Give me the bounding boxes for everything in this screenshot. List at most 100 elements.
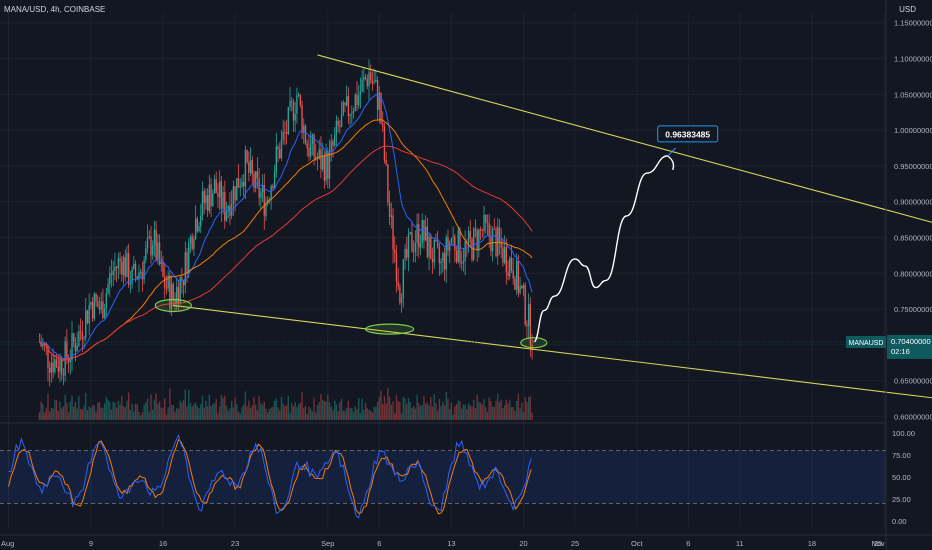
candle-body [323,155,326,181]
candle-body [287,106,290,134]
volume-bar [330,406,332,420]
volume-bar [340,399,343,420]
date-axis-tick: 23 [231,539,239,548]
stochastic-axis-tick: 50.00 [892,473,911,482]
volume-bar [85,392,87,420]
volume-bar [309,408,312,420]
candle-body [260,192,262,198]
volume-bar [301,391,303,420]
candle-body [412,251,415,253]
volume-bar [349,408,351,420]
volume-bar [115,407,118,420]
candle-body [95,293,97,302]
candle-body [150,236,152,256]
candle-body [347,96,350,117]
candle-body [164,276,166,288]
candle-body [292,101,295,121]
candle-body [224,192,226,221]
chart-title: MANA/USD, 4h, COINBASE [4,5,106,14]
candle-body [404,248,406,260]
volume-bar [109,402,111,420]
volume-bar [387,387,389,420]
date-axis-tick: 6 [686,539,690,548]
volume-bar [345,407,348,420]
volume-bar [220,394,223,420]
candle-body [327,151,329,179]
volume-bar [241,407,243,420]
candle-body [524,285,526,325]
candle-body [200,215,202,227]
candle-body [349,114,351,117]
volume-bar [485,407,487,420]
volume-bar [203,407,205,420]
volume-bar [323,400,326,420]
volume-bar [162,407,164,420]
candle-body [522,285,525,289]
volume-bar [212,404,214,420]
candle-body [267,199,269,203]
volume-bar [436,410,439,420]
volume-bar [445,391,447,420]
volume-bar [98,402,101,420]
volume-bar [483,399,485,420]
candle-body [474,228,477,231]
candle-body [390,215,393,217]
candle-body [98,307,101,310]
candle-body [74,342,77,352]
volume-bar [507,403,509,420]
candle-body [519,286,521,294]
candle-body [483,214,485,231]
candle-body [488,223,490,237]
candle-body [395,253,398,282]
volume-bar [457,400,459,420]
candle-body [57,366,59,372]
volume-bar [126,400,128,420]
candle-body [133,263,135,269]
volume-bar [490,401,492,420]
volume-bar [193,404,195,420]
candle-body [139,271,142,273]
volume-bar [335,404,338,420]
candle-body [158,242,161,265]
volume-bar [433,394,435,420]
volume-bar [424,403,427,420]
volume-bar [208,394,211,420]
volume-bar [146,398,149,420]
candle-body [454,236,456,251]
volume-bar [419,406,422,420]
volume-bar [49,411,51,420]
candle-body [52,362,54,373]
volume-bar [129,410,132,420]
candle-body [479,229,482,231]
candle-body [510,257,513,271]
candle-body [325,151,327,181]
trendlines[interactable] [173,54,932,401]
candle-body [303,125,305,133]
candle-body [411,232,413,252]
volume-bar [392,401,394,420]
candle-body [521,286,523,289]
volume-bar [57,410,59,420]
current-price-tag [887,334,932,359]
volume-bar [280,397,283,420]
price-axis-tick: 1.15000000 [894,19,932,28]
candle-body [256,171,259,178]
volume-bar [174,411,176,420]
volume-bar [170,405,173,420]
annotations: 0.96383485 [0,125,886,349]
candle-body [370,72,372,81]
candle-body [424,226,427,241]
volume-bar [160,407,162,420]
candle-body [232,186,235,204]
volume-bar [184,389,187,420]
candle-body [529,304,532,346]
current-price-symbol: MANAUSD [848,340,883,347]
candle-body [354,94,356,111]
volume-bar [198,408,200,420]
candle-body [141,271,144,280]
volume-bar [423,396,425,420]
volume-bar [194,402,197,420]
candle-body [282,132,284,140]
